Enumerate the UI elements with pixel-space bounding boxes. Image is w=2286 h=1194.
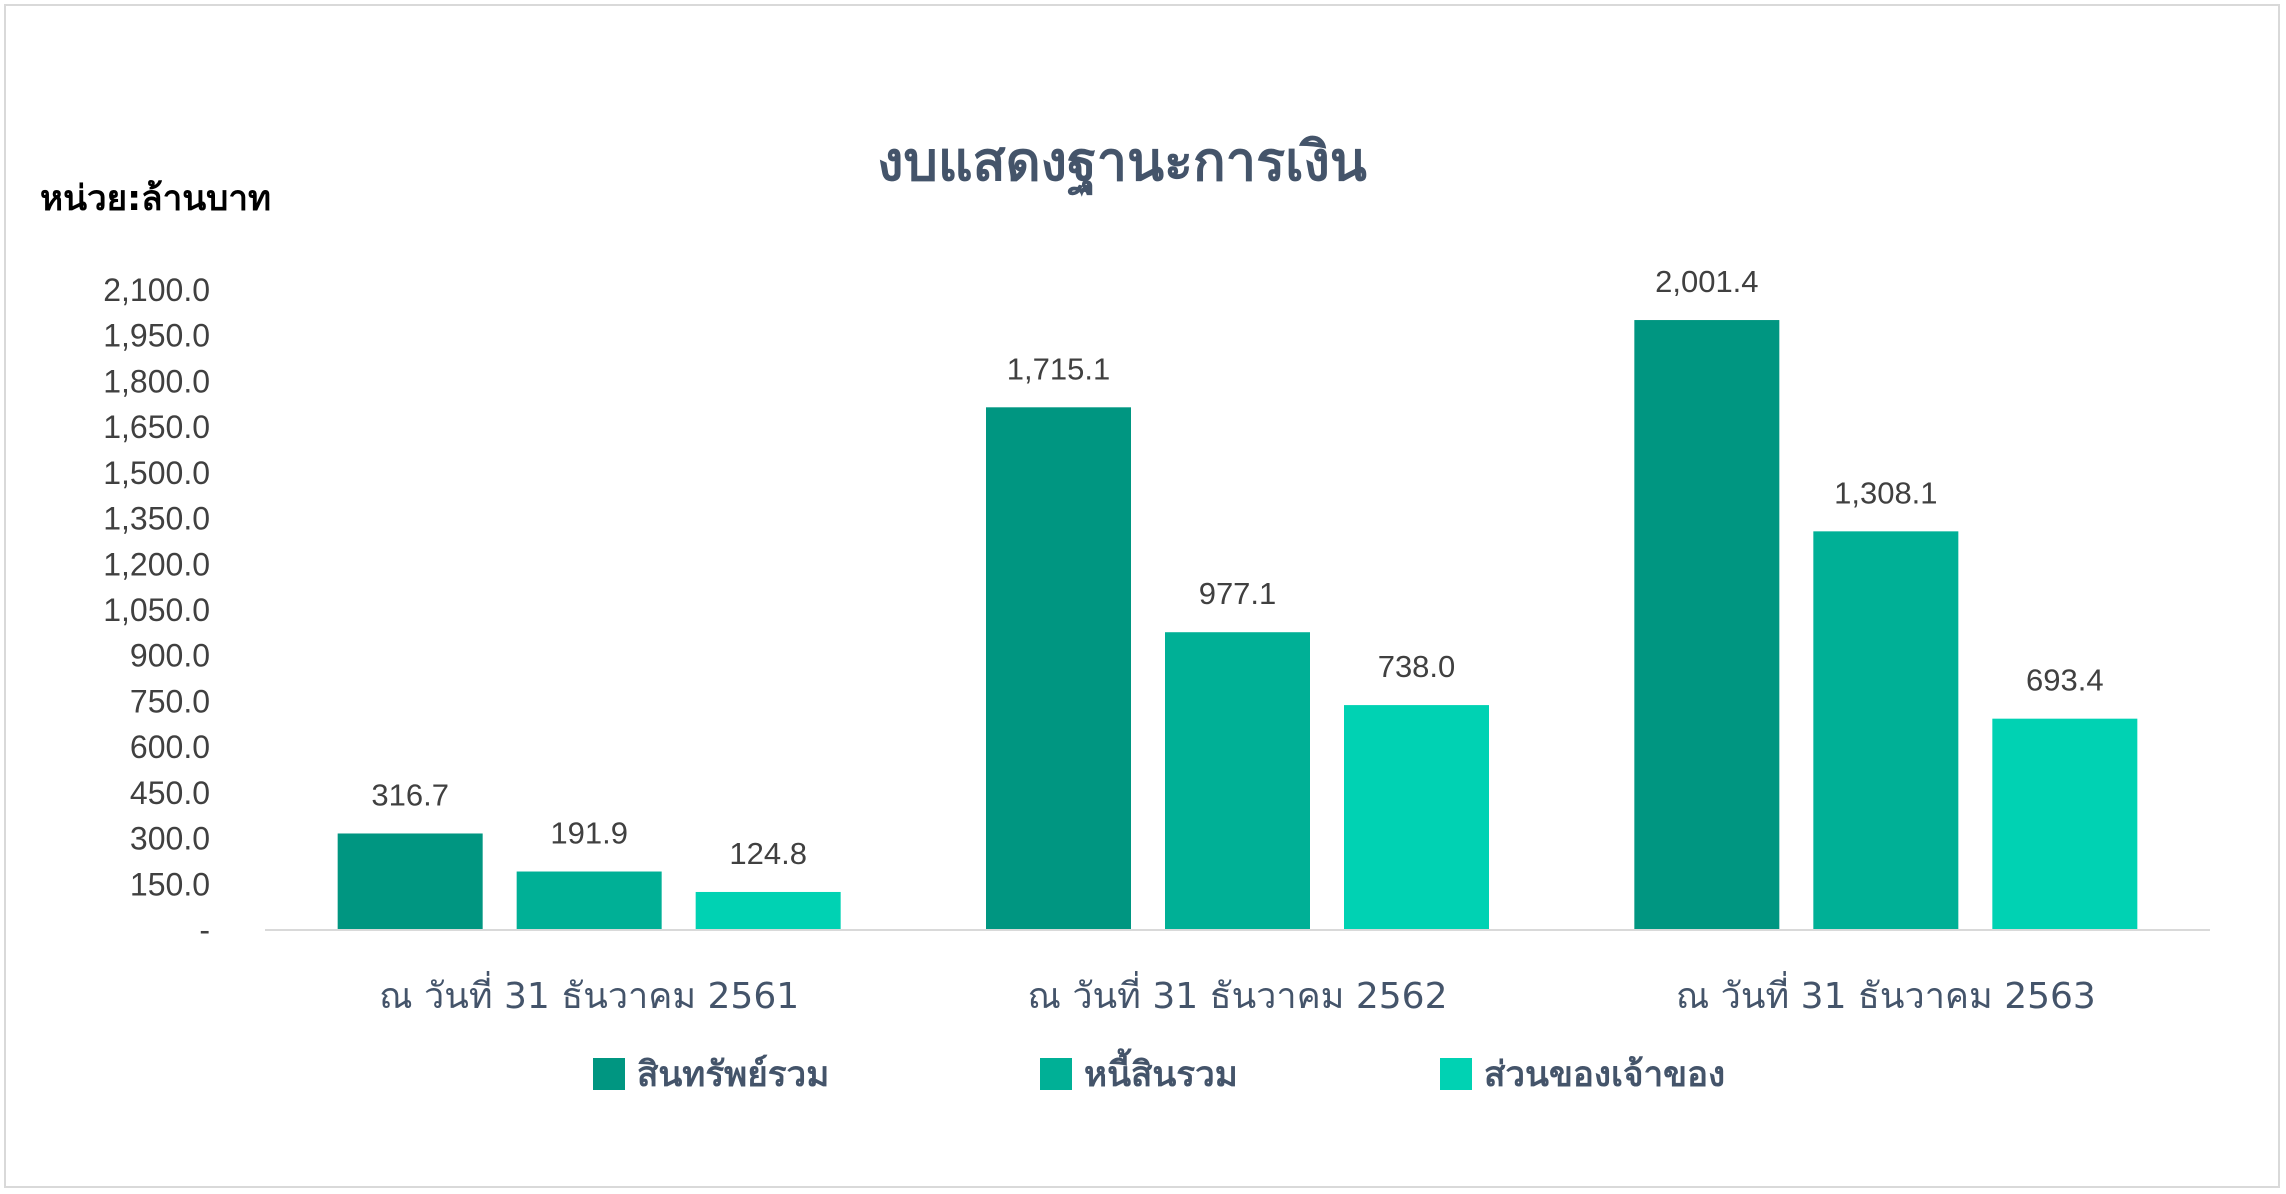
y-tick-label: 1,350.0 [103,501,210,537]
bar [1992,718,2138,930]
data-label: 124.8 [729,836,807,871]
data-label: 1,308.1 [1834,475,1937,510]
data-label: 316.7 [371,777,449,812]
y-tick-label: 300.0 [130,821,210,857]
y-tick-label: 150.0 [130,866,210,902]
y-tick-label: 1,950.0 [103,318,210,354]
y-tick-label: 1,800.0 [103,363,210,399]
bar [1634,320,1780,930]
data-label: 191.9 [550,816,628,851]
data-label: 738.0 [1378,649,1456,684]
unit-label: หน่วย:ล้านบาท [40,179,271,219]
y-axis: - 150.0 300.0 450.0 600.0 750.0 900.0 1,050.0 1,… [103,272,210,948]
y-tick-label: 1,500.0 [103,455,210,491]
bar [516,871,662,930]
y-tick-label: 2,100.0 [103,272,210,308]
bar [1344,705,1489,930]
legend-swatch [1040,1058,1072,1090]
x-tick-label: ณ วันที่ 31 ธันวาคม 2562 [1028,971,1448,1017]
bar [986,407,1131,930]
bar-series: 316.7 191.9 124.8 1,715.1 977.1 738.0 2,001.4 1… [337,264,2138,930]
legend-swatch [1440,1058,1472,1090]
legend-swatch [593,1058,625,1090]
data-label: 693.4 [2026,663,2104,698]
y-tick-label: 600.0 [130,729,210,765]
x-tick-label: ณ วันที่ 31 ธันวาคม 2561 [379,971,799,1017]
chart-title: งบแสดงฐานะการเงิน [877,130,1367,197]
bar [337,833,483,930]
y-tick-label: 1,200.0 [103,546,210,582]
bar [1165,632,1310,930]
legend: สินทรัพย์รวม หนี้สินรวม ส่วนของเจ้าของ [593,1048,1725,1095]
y-tick-label: - [199,912,210,948]
x-tick-label: ณ วันที่ 31 ธันวาคม 2563 [1676,971,2096,1017]
y-tick-label: 1,050.0 [103,592,210,628]
data-label: 977.1 [1199,576,1277,611]
data-label: 1,715.1 [1007,351,1110,386]
legend-label: สินทรัพย์รวม [637,1054,829,1095]
y-tick-label: 750.0 [130,683,210,719]
bar [1813,531,1959,930]
data-label: 2,001.4 [1655,264,1758,299]
x-axis: ณ วันที่ 31 ธันวาคม 2561 ณ วันที่ 31 ธันว… [379,971,2096,1017]
y-tick-label: 900.0 [130,638,210,674]
y-tick-label: 1,650.0 [103,409,210,445]
y-tick-label: 450.0 [130,775,210,811]
legend-label: ส่วนของเจ้าของ [1484,1055,1725,1095]
bar [695,891,841,930]
legend-label: หนี้สินรวม [1084,1048,1238,1095]
